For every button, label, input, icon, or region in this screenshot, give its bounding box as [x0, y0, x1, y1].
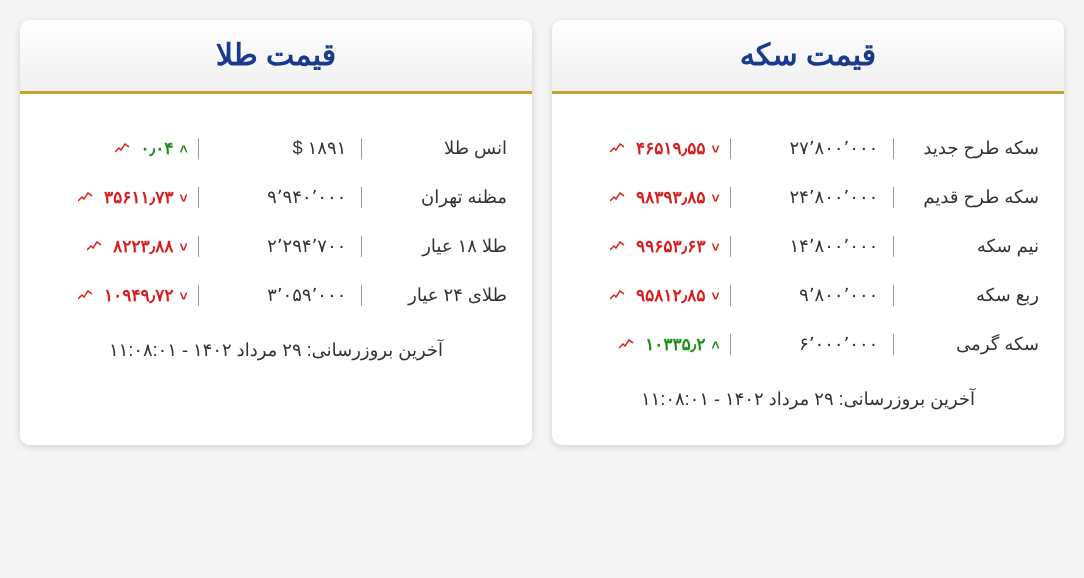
chart-icon — [87, 239, 103, 255]
coin-price-card: قیمت سکه سکه طرح جدید ۲۷٬۸۰۰٬۰۰۰ ۴۶۵۱۹٫۵… — [552, 20, 1064, 445]
coin-card-body: سکه طرح جدید ۲۷٬۸۰۰٬۰۰۰ ۴۶۵۱۹٫۵۵ ˅ سکه ط… — [552, 94, 1064, 445]
change-value: ۱۰۳۳۵٫۲ — [645, 335, 705, 355]
item-change: ۹۸۳۹۳٫۸۵ ˅ — [577, 188, 720, 208]
footer-label: آخرین بروزرسانی — [302, 340, 443, 360]
item-price: ۹٬۸۰۰٬۰۰۰ — [730, 285, 895, 306]
change-value: ۹۵۸۱۲٫۸۵ — [636, 286, 705, 306]
arrow-down-icon: ˅ — [179, 190, 187, 206]
table-row: سکه گرمی ۶٬۰۰۰٬۰۰۰ ۱۰۳۳۵٫۲ ˄ — [577, 320, 1039, 369]
gold-card-body: انس طلا ۱۸۹۱ $ ۰٫۰۴ ˄ مظنه تهران ۹٬۹۴۰٬۰… — [20, 94, 532, 396]
arrow-down-icon: ˅ — [711, 288, 719, 304]
gold-card-header: قیمت طلا — [20, 20, 532, 94]
gold-card-footer: آخرین بروزرسانی ۲۹ مرداد ۱۴۰۲ - ۱۱:۰۸:۰۱ — [45, 320, 507, 371]
item-name: سکه طرح قدیم — [894, 187, 1039, 208]
item-price: ۱۸۹۱ $ — [198, 138, 363, 159]
chart-icon — [610, 239, 626, 255]
footer-timestamp: ۲۹ مرداد ۱۴۰۲ - ۱۱:۰۸:۰۱ — [109, 340, 302, 360]
arrow-up-icon: ˄ — [179, 141, 187, 157]
item-name: طلای ۲۴ عیار — [362, 285, 507, 306]
chart-icon — [78, 190, 94, 206]
item-name: ربع سکه — [894, 285, 1039, 306]
item-name: سکه گرمی — [894, 334, 1039, 355]
chart-icon — [115, 141, 131, 157]
table-row: سکه طرح جدید ۲۷٬۸۰۰٬۰۰۰ ۴۶۵۱۹٫۵۵ ˅ — [577, 124, 1039, 173]
item-price: ۱۴٬۸۰۰٬۰۰۰ — [730, 236, 895, 257]
item-name: سکه طرح جدید — [894, 138, 1039, 159]
item-name: مظنه تهران — [362, 187, 507, 208]
item-change: ۹۹۶۵۳٫۶۳ ˅ — [577, 237, 720, 257]
item-change: ۱۰۹۴۹٫۷۲ ˅ — [45, 286, 188, 306]
footer-timestamp: ۲۹ مرداد ۱۴۰۲ - ۱۱:۰۸:۰۱ — [641, 389, 834, 409]
gold-price-card: قیمت طلا انس طلا ۱۸۹۱ $ ۰٫۰۴ ˄ مظنه تهرا… — [20, 20, 532, 445]
item-name: طلا ۱۸ عیار — [362, 236, 507, 257]
table-row: ربع سکه ۹٬۸۰۰٬۰۰۰ ۹۵۸۱۲٫۸۵ ˅ — [577, 271, 1039, 320]
item-change: ۴۶۵۱۹٫۵۵ ˅ — [577, 139, 720, 159]
table-row: طلای ۲۴ عیار ۳٬۰۵۹٬۰۰۰ ۱۰۹۴۹٫۷۲ ˅ — [45, 271, 507, 320]
change-value: ۱۰۹۴۹٫۷۲ — [104, 286, 173, 306]
item-name: انس طلا — [362, 138, 507, 159]
footer-label: آخرین بروزرسانی — [834, 389, 975, 409]
arrow-down-icon: ˅ — [711, 190, 719, 206]
coin-card-footer: آخرین بروزرسانی ۲۹ مرداد ۱۴۰۲ - ۱۱:۰۸:۰۱ — [577, 369, 1039, 420]
item-name: نیم سکه — [894, 236, 1039, 257]
table-row: نیم سکه ۱۴٬۸۰۰٬۰۰۰ ۹۹۶۵۳٫۶۳ ˅ — [577, 222, 1039, 271]
arrow-down-icon: ˅ — [711, 239, 719, 255]
chart-icon — [610, 190, 626, 206]
arrow-up-icon: ˄ — [711, 337, 719, 353]
gold-card-title: قیمت طلا — [20, 38, 532, 73]
change-value: ۹۸۳۹۳٫۸۵ — [636, 188, 705, 208]
item-change: ۹۵۸۱۲٫۸۵ ˅ — [577, 286, 720, 306]
item-change: ۰٫۰۴ ˄ — [45, 139, 188, 159]
price-cards-container: قیمت طلا انس طلا ۱۸۹۱ $ ۰٫۰۴ ˄ مظنه تهرا… — [20, 20, 1064, 445]
coin-card-header: قیمت سکه — [552, 20, 1064, 94]
item-price: ۲۴٬۸۰۰٬۰۰۰ — [730, 187, 895, 208]
item-price: ۲۷٬۸۰۰٬۰۰۰ — [730, 138, 895, 159]
item-change: ۳۵۶۱۱٫۷۳ ˅ — [45, 188, 188, 208]
change-value: ۴۶۵۱۹٫۵۵ — [636, 139, 705, 159]
item-change: ۱۰۳۳۵٫۲ ˄ — [577, 335, 720, 355]
arrow-down-icon: ˅ — [179, 239, 187, 255]
item-price: ۶٬۰۰۰٬۰۰۰ — [730, 334, 895, 355]
arrow-down-icon: ˅ — [711, 141, 719, 157]
table-row: طلا ۱۸ عیار ۲٬۲۹۴٬۷۰۰ ۸۲۲۳٫۸۸ ˅ — [45, 222, 507, 271]
chart-icon — [78, 288, 94, 304]
change-value: ۳۵۶۱۱٫۷۳ — [104, 188, 173, 208]
change-value: ۹۹۶۵۳٫۶۳ — [636, 237, 705, 257]
table-row: سکه طرح قدیم ۲۴٬۸۰۰٬۰۰۰ ۹۸۳۹۳٫۸۵ ˅ — [577, 173, 1039, 222]
change-value: ۸۲۲۳٫۸۸ — [113, 237, 173, 257]
chart-icon — [610, 288, 626, 304]
item-price: ۹٬۹۴۰٬۰۰۰ — [198, 187, 363, 208]
change-value: ۰٫۰۴ — [141, 139, 174, 159]
arrow-down-icon: ˅ — [179, 288, 187, 304]
coin-card-title: قیمت سکه — [552, 38, 1064, 73]
table-row: مظنه تهران ۹٬۹۴۰٬۰۰۰ ۳۵۶۱۱٫۷۳ ˅ — [45, 173, 507, 222]
chart-icon — [610, 141, 626, 157]
chart-icon — [619, 337, 635, 353]
item-change: ۸۲۲۳٫۸۸ ˅ — [45, 237, 188, 257]
item-price: ۳٬۰۵۹٬۰۰۰ — [198, 285, 363, 306]
table-row: انس طلا ۱۸۹۱ $ ۰٫۰۴ ˄ — [45, 124, 507, 173]
item-price: ۲٬۲۹۴٬۷۰۰ — [198, 236, 363, 257]
